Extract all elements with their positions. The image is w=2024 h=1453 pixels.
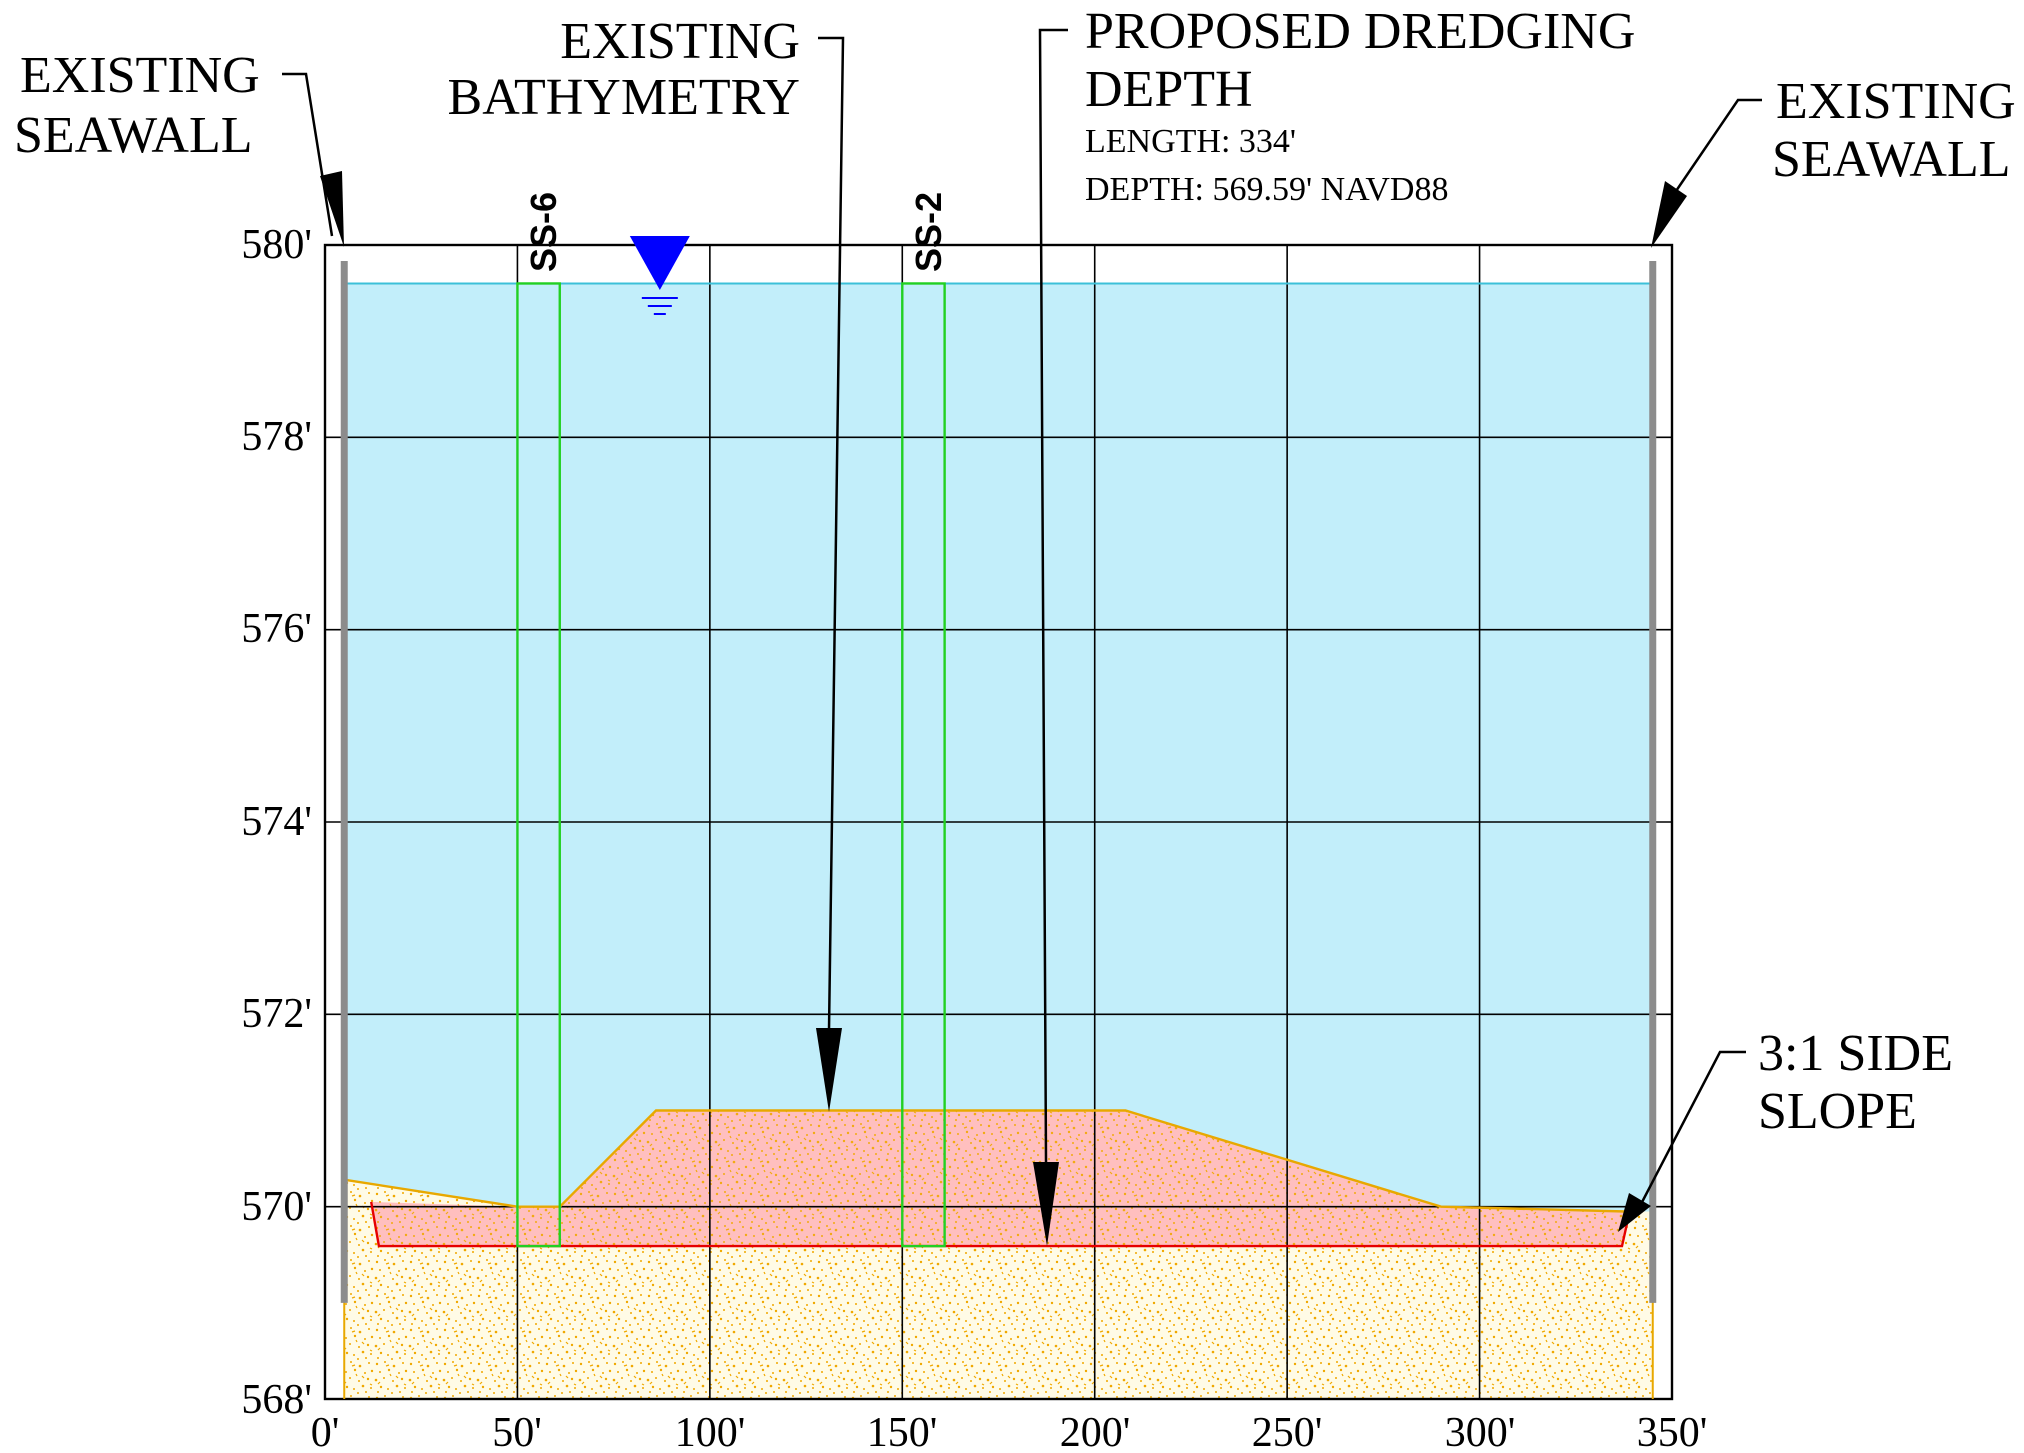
dredge-prism-texture [371,1110,1630,1247]
bathymetry-leader [818,36,845,1031]
leader-lines [282,28,1762,1207]
dredging-label-line1: PROPOSED DREDGING [1085,3,1635,60]
y-tick-label: 574' [241,799,312,845]
y-tick-label: 576' [241,606,312,652]
x-tick-label: 300' [1445,1410,1516,1448]
callout-seawall-left: EXISTING SEAWALL [14,47,260,164]
x-tick-label: 50' [492,1410,542,1448]
seawall-left-label-line2: SEAWALL [14,107,252,164]
dredging-arrowhead [1033,1162,1059,1246]
y-axis-labels: 568' 570' 572' 574' 576' 578' 580' [241,222,312,1423]
dredging-leader [1038,28,1068,1163]
boring-label-ss6: SS-6 [523,192,564,272]
boring-label-ss2: SS-2 [908,192,949,272]
y-tick-label: 578' [241,414,312,460]
seawall-right-label-line2: SEAWALL [1772,131,2010,188]
side-slope-label-line2: SLOPE [1758,1083,1917,1140]
callout-bathymetry: EXISTING BATHYMETRY [448,13,800,126]
seawall-right-leader [1672,98,1762,195]
dredging-length-label: LENGTH: 334' [1085,123,1296,160]
seawall-left-arrowhead [320,171,344,247]
x-tick-label: 200' [1060,1410,1131,1448]
seawall-right-arrowhead [1651,181,1687,248]
side-slope-leader [1638,1050,1746,1207]
bathymetry-label-line1: EXISTING [560,13,800,70]
x-tick-label: 150' [867,1410,938,1448]
plot-frame [323,243,1674,1401]
seawall-left-label-line1: EXISTING [20,47,260,104]
bathymetry-arrowhead [816,1028,842,1112]
marker-layer [629,236,690,315]
side-slope-label-line1: 3:1 SIDE [1758,1025,1953,1082]
profile-layer [340,261,1657,1399]
side-slope-arrowhead [1618,1193,1651,1232]
fill-layer [344,283,1653,1399]
y-tick-label: 572' [241,991,312,1037]
x-axis-labels: 0' 50' 100' 150' 200' 250' 300' 350' [311,1410,1708,1453]
callout-seawall-right: EXISTING SEAWALL [1772,73,2016,188]
callout-side-slope: 3:1 SIDE SLOPE [1758,1025,1953,1140]
dredging-label-line2: DEPTH [1085,61,1253,118]
water-level-marker-icon [629,236,690,290]
dredging-depth-label: DEPTH: 569.59' NAVD88 [1085,171,1448,208]
callout-dredging: PROPOSED DREDGING DEPTH LENGTH: 334' DEP… [1085,3,1635,208]
seawall-left-leader [282,72,334,237]
y-tick-label: 580' [241,222,312,268]
proposed-dredge-line [370,1201,1631,1248]
y-tick-label: 568' [241,1377,312,1423]
x-tick-label: 100' [675,1410,746,1448]
bathymetry-label-line2: BATHYMETRY [448,69,800,126]
y-tick-label: 570' [241,1184,312,1230]
boring-column-ss-6 [516,282,561,1248]
x-tick-label: 0' [311,1410,340,1448]
x-tick-label: 350' [1637,1410,1708,1448]
seawall-right-label-line1: EXISTING [1776,73,2016,130]
x-tick-label: 250' [1252,1410,1323,1448]
leader-arrowheads [320,171,1687,1246]
boring-column-ss-2 [901,282,946,1248]
